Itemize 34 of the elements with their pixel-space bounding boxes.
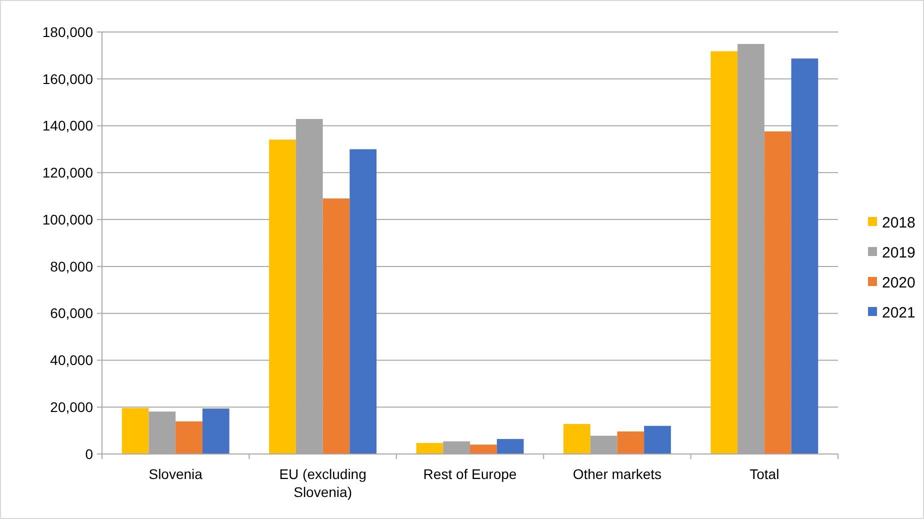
y-tick-label: 40,000: [50, 352, 94, 368]
bar: [350, 149, 377, 454]
bar: [470, 444, 497, 454]
y-tick-label: 160,000: [42, 70, 94, 87]
x-tick-label: Rest of Europe: [423, 466, 517, 482]
y-tick-label: 60,000: [50, 305, 94, 322]
bar: [322, 198, 350, 454]
x-tick-label: Total: [750, 466, 780, 482]
y-tick-label: 140,000: [42, 118, 94, 134]
x-tick-label: EU (excluding Slovenia): [279, 466, 366, 500]
bar: [176, 421, 202, 454]
x-tick-label: Other markets: [572, 466, 662, 482]
y-tick-label: 0: [85, 446, 94, 462]
bar: [122, 408, 149, 454]
bar: [269, 140, 296, 454]
y-tick-label: 100,000: [42, 211, 94, 228]
x-tick-label: Slovenia: [148, 466, 203, 482]
y-tick-label: 20,000: [50, 399, 94, 416]
legend-label: 2020: [882, 274, 916, 292]
legend-label: 2018: [882, 214, 916, 232]
y-tick-label: 80,000: [50, 258, 94, 274]
bar: [496, 438, 524, 454]
bar: [202, 408, 230, 454]
bar: [617, 431, 644, 454]
y-tick-label: 180,000: [42, 24, 94, 40]
legend-label: 2021: [882, 304, 916, 322]
bar: [644, 426, 671, 454]
bar: [791, 58, 818, 454]
y-tick-label: 120,000: [42, 164, 94, 181]
bar: [710, 51, 738, 454]
bar: [764, 131, 792, 454]
bar: [416, 442, 444, 454]
legend-label: 2019: [882, 244, 916, 262]
bar: [563, 424, 590, 454]
